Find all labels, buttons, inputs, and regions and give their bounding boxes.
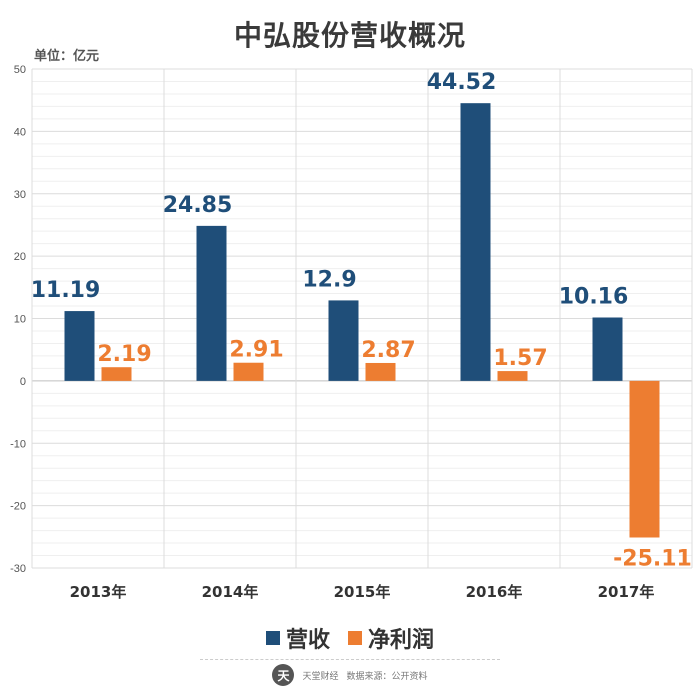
- brand-logo-icon: 天: [272, 664, 295, 686]
- bar-revenue: [64, 311, 95, 381]
- y-tick-label: 20: [14, 251, 26, 263]
- bar-revenue: [460, 103, 491, 381]
- x-tick-label: 2016年: [466, 583, 523, 601]
- data-label-revenue: 44.52: [427, 70, 497, 95]
- x-tick-label: 2017年: [598, 583, 655, 601]
- legend-item-net-profit: 净利润: [348, 622, 434, 654]
- y-tick-label: -20: [10, 501, 26, 513]
- data-label-revenue: 10.16: [559, 285, 629, 310]
- bar-net-profit: [497, 371, 528, 381]
- footer: 天 天堂财经 数据来源：公开资料: [0, 664, 700, 686]
- unit-label: 单位：亿元: [34, 49, 100, 64]
- legend-label-net-profit: 净利润: [368, 628, 435, 653]
- data-source: 数据来源：公开资料: [346, 671, 428, 682]
- x-tick-label: 2015年: [334, 583, 391, 601]
- brand-name: 天堂财经: [302, 671, 339, 682]
- x-tick-label: 2014年: [202, 583, 259, 601]
- data-label-net-profit: -25.11: [613, 546, 692, 571]
- data-label-net-profit: 2.87: [361, 338, 415, 363]
- legend-swatch-revenue: [265, 631, 280, 645]
- data-label-net-profit: 2.91: [229, 338, 283, 363]
- y-tick-label: -10: [10, 438, 26, 450]
- footer-divider: [200, 659, 500, 660]
- bar-net-profit: [233, 362, 264, 381]
- data-label-revenue: 24.85: [163, 193, 233, 218]
- legend-item-revenue: 营收: [265, 622, 330, 654]
- x-tick-label: 2013年: [70, 583, 127, 601]
- bar-net-profit: [101, 367, 132, 381]
- y-tick-label: 50: [14, 64, 26, 76]
- data-label-revenue: 11.19: [31, 278, 101, 303]
- y-tick-label: 30: [14, 189, 26, 201]
- data-label-net-profit: 1.57: [493, 346, 547, 371]
- y-tick-label: 40: [14, 126, 26, 138]
- y-tick-label: 0: [20, 376, 26, 388]
- chart-title: 中弘股份营收概况: [233, 19, 466, 52]
- bar-revenue: [196, 225, 227, 381]
- data-label-net-profit: 2.19: [97, 342, 151, 367]
- data-label-revenue: 12.9: [302, 267, 356, 292]
- y-tick-label: -30: [10, 563, 26, 575]
- legend-label-revenue: 营收: [285, 628, 330, 653]
- bar-revenue: [592, 317, 623, 381]
- bar-revenue: [328, 300, 359, 381]
- bar-net-profit: [365, 362, 396, 381]
- y-tick-label: 10: [14, 314, 26, 326]
- bar-net-profit: [629, 380, 660, 538]
- legend: 营收 净利润: [0, 622, 700, 654]
- legend-swatch-net-profit: [348, 631, 362, 645]
